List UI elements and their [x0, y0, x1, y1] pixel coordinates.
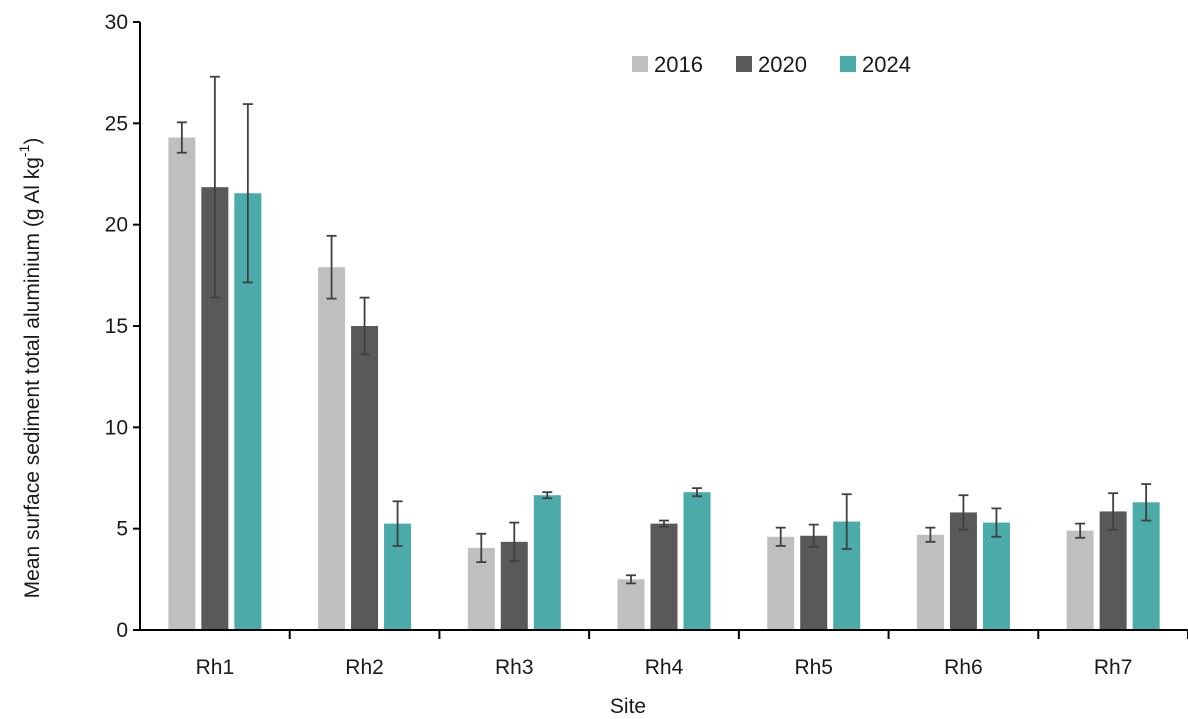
error-bar-rh7-2024 — [1141, 483, 1152, 522]
bars-layer — [168, 137, 1160, 631]
x-tick-label-rh7: Rh7 — [1094, 656, 1133, 679]
bar-rh4-2016 — [617, 579, 645, 630]
error-bar-rh6-2016 — [925, 526, 936, 543]
bar-rh2-2020 — [351, 326, 379, 630]
y-axis-title-tail: ) — [21, 138, 44, 145]
error-bar-rh5-2024 — [841, 493, 852, 550]
y-axis-title-superscript: -1 — [16, 144, 32, 157]
error-bar-rh2-2024 — [392, 500, 403, 547]
bar-rh6-2016 — [916, 534, 944, 630]
legend-label-2016: 2016 — [654, 52, 703, 77]
y-axis-title: Mean surface sediment total aluminium (g… — [16, 138, 44, 599]
legend-label-2024: 2024 — [862, 52, 911, 77]
legend-swatch-2024 — [840, 56, 856, 72]
y-axis-title-main: Mean surface sediment total aluminium (g… — [21, 157, 44, 598]
x-tick-label-rh6: Rh6 — [944, 656, 983, 679]
x-axis-title: Site — [610, 695, 646, 718]
x-tick-label-rh4: Rh4 — [645, 656, 684, 679]
error-bar-rh4-2020 — [659, 519, 669, 528]
error-bar-rh1-2016 — [176, 121, 187, 154]
y-axis-title-text: Mean surface sediment total aluminium (g… — [16, 138, 44, 599]
x-tick-label-rh5: Rh5 — [794, 656, 833, 679]
error-bar-rh5-2020 — [808, 523, 819, 548]
error-bar-rh7-2020 — [1108, 492, 1119, 531]
bar-rh6-2020 — [949, 512, 977, 630]
y-tick-label-25: 25 — [105, 112, 128, 135]
x-tick-label-rh3: Rh3 — [495, 656, 534, 679]
bar-rh4-2024 — [683, 492, 711, 630]
bar-rh7-2024 — [1132, 502, 1160, 630]
error-bar-rh3-2020 — [509, 521, 520, 562]
error-bar-rh4-2016 — [626, 574, 636, 585]
y-tick-label-5: 5 — [116, 518, 128, 541]
error-bars-layer — [176, 75, 1152, 585]
error-bar-rh1-2020 — [209, 75, 220, 299]
error-bar-rh5-2016 — [775, 526, 786, 547]
y-tick-label-30: 30 — [105, 11, 128, 34]
bar-rh2-2016 — [318, 267, 346, 630]
error-bar-rh1-2024 — [242, 103, 253, 284]
y-tick-label-10: 10 — [105, 416, 128, 439]
error-bar-rh3-2016 — [476, 532, 487, 564]
bar-rh7-2020 — [1099, 511, 1127, 630]
legend-swatch-2020 — [736, 56, 752, 72]
error-bar-rh6-2024 — [991, 507, 1002, 538]
legend-label-2020: 2020 — [758, 52, 807, 77]
error-bar-rh7-2016 — [1075, 522, 1086, 539]
error-bar-rh6-2020 — [958, 494, 969, 531]
x-tick-label-rh1: Rh1 — [196, 656, 235, 679]
bar-rh5-2020 — [800, 535, 828, 630]
y-tick-label-15: 15 — [105, 315, 128, 338]
bar-rh3-2024 — [533, 495, 561, 630]
bar-rh5-2016 — [767, 536, 795, 630]
legend: 2016 2020 2024 — [632, 52, 911, 77]
x-tick-label-rh2: Rh2 — [345, 656, 384, 679]
legend-swatch-2016 — [632, 56, 648, 72]
bar-rh7-2016 — [1066, 530, 1094, 630]
y-tick-label-20: 20 — [105, 214, 128, 237]
bar-rh4-2020 — [650, 523, 678, 630]
error-bar-rh2-2020 — [359, 296, 370, 356]
error-bar-rh2-2016 — [326, 234, 337, 300]
error-bar-rh4-2024 — [692, 487, 702, 498]
axes-layer: Rh1 Rh2 Rh3 Rh4 Rh5 Rh6 Rh7 0 5 10 15 20 25 30 — [105, 11, 1188, 679]
error-bar-rh3-2024 — [542, 491, 553, 500]
bar-rh1-2016 — [168, 137, 196, 630]
y-tick-label-0: 0 — [116, 619, 128, 642]
bar-rh6-2024 — [982, 522, 1010, 630]
